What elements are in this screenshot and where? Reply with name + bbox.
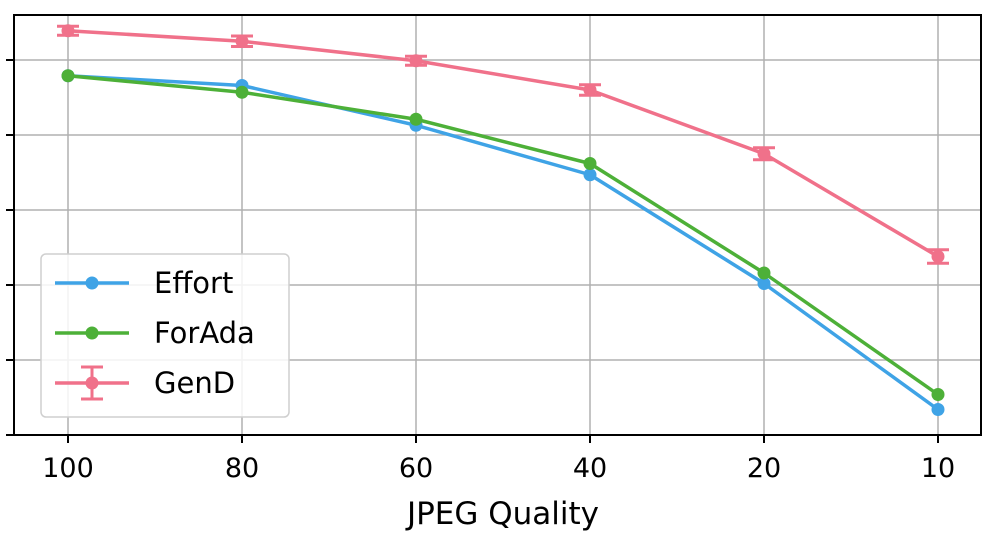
legend-item-effort: Effort	[55, 266, 233, 300]
series-line-gend	[67, 29, 939, 259]
series-line-forada	[67, 74, 940, 396]
legend-marker	[85, 326, 99, 340]
legend-item-gend: GenD	[55, 365, 235, 401]
x-tick-label: 10	[921, 453, 955, 484]
data-point	[61, 24, 75, 38]
data-point	[409, 112, 423, 126]
data-point	[409, 54, 423, 68]
legend-frame	[40, 253, 290, 418]
legend: Effort ForAda GenD	[40, 253, 290, 418]
legend-label: Effort	[154, 266, 233, 300]
data-point	[583, 157, 597, 170]
axis-ticks: 100 80 60 40 20 10	[6, 59, 955, 484]
x-tick-label: 80	[225, 453, 259, 484]
legend-label: GenD	[154, 366, 235, 400]
legend-marker	[85, 276, 99, 290]
data-point	[931, 403, 945, 416]
data-point	[235, 85, 249, 99]
data-point	[583, 168, 597, 182]
series-forada	[61, 69, 945, 401]
series-line-effort	[67, 74, 940, 411]
data-point	[235, 34, 249, 48]
plot-frame	[13, 14, 982, 436]
data-point	[757, 266, 771, 280]
legend-marker	[85, 376, 99, 390]
x-tick-label: 20	[747, 453, 781, 484]
data-point	[583, 83, 597, 97]
x-tick-label: 100	[42, 453, 94, 484]
data-point	[931, 250, 945, 263]
data-point	[931, 388, 945, 401]
x-axis-title: JPEG Quality	[405, 496, 599, 532]
legend-label: ForAda	[154, 316, 255, 350]
series-gend	[57, 24, 949, 265]
legend-item-forada: ForAda	[55, 316, 255, 350]
x-tick-label: 60	[399, 453, 433, 484]
x-tick-label: 40	[573, 453, 607, 484]
data-point	[757, 147, 771, 161]
data-point	[61, 69, 75, 83]
series-layer	[57, 24, 949, 416]
data-point	[757, 277, 771, 290]
